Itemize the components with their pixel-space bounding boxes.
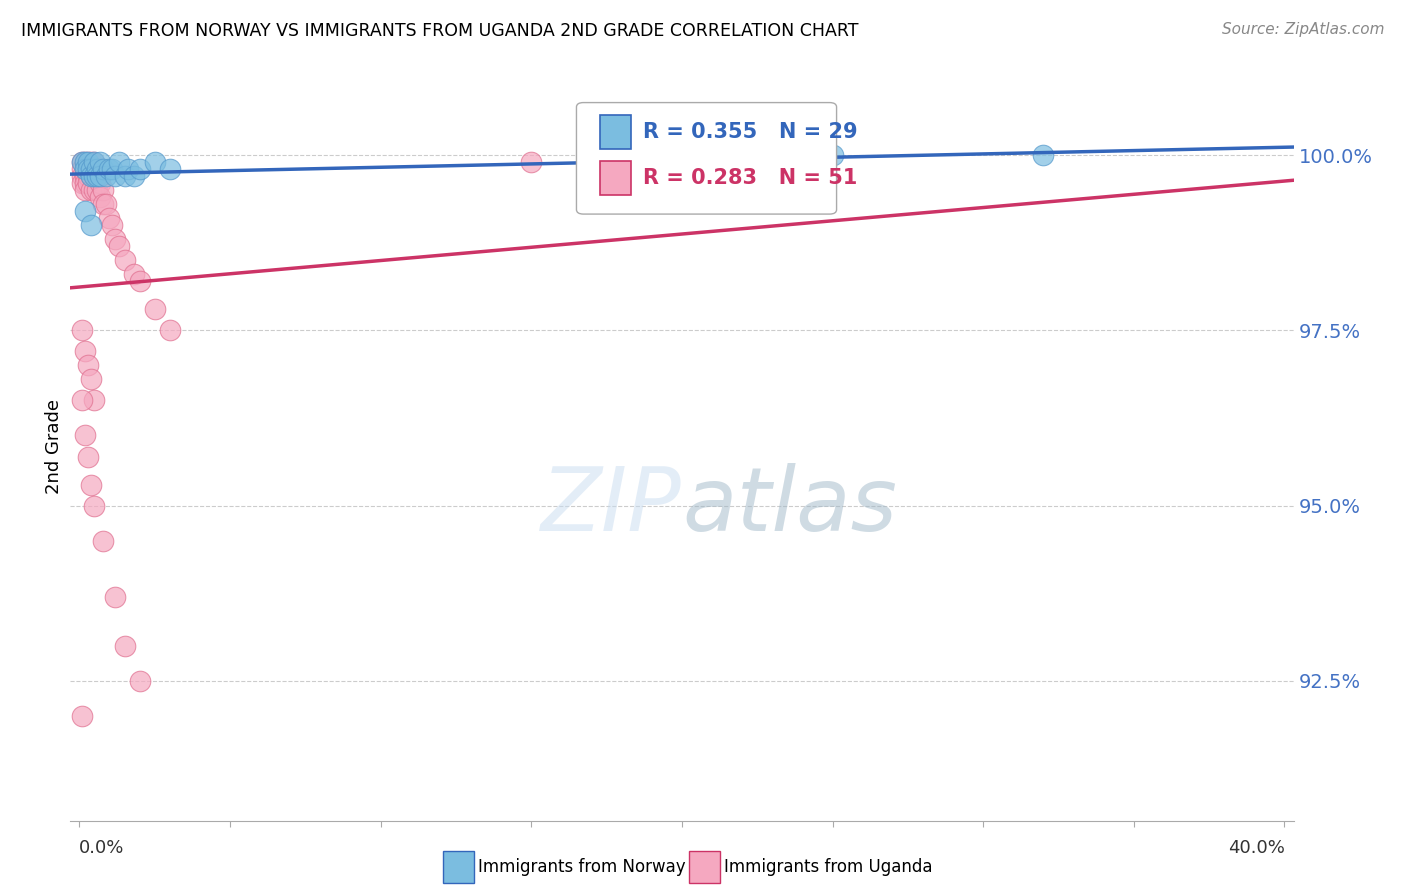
Point xyxy=(83,499,105,513)
Point xyxy=(77,162,100,177)
Text: atlas: atlas xyxy=(682,463,897,549)
Point xyxy=(77,359,100,373)
Point xyxy=(72,155,94,169)
Point xyxy=(159,323,181,337)
Point xyxy=(75,162,97,177)
Point xyxy=(75,162,97,177)
Point xyxy=(86,162,108,177)
Point xyxy=(520,155,543,169)
Point xyxy=(89,169,111,184)
Point xyxy=(93,533,115,548)
Point xyxy=(83,393,105,408)
Point xyxy=(83,169,105,184)
Point xyxy=(72,169,94,184)
Point xyxy=(80,155,103,169)
Point xyxy=(80,169,103,184)
Point xyxy=(72,323,94,337)
Point xyxy=(77,155,100,169)
Point xyxy=(1032,148,1054,162)
Point xyxy=(128,673,150,688)
Point xyxy=(77,169,100,184)
Text: ZIP: ZIP xyxy=(541,463,682,549)
Point xyxy=(83,155,105,169)
Point xyxy=(93,197,115,211)
Point xyxy=(72,708,94,723)
Point xyxy=(128,162,150,177)
Point xyxy=(104,232,127,246)
Point xyxy=(98,162,121,177)
Point xyxy=(80,372,103,386)
Point xyxy=(77,155,100,169)
Point xyxy=(80,219,103,233)
Text: R = 0.355   N = 29: R = 0.355 N = 29 xyxy=(643,122,858,142)
Point xyxy=(75,177,97,191)
Text: Immigrants from Norway: Immigrants from Norway xyxy=(478,858,686,876)
Point xyxy=(96,197,118,211)
Point xyxy=(77,162,100,177)
Point xyxy=(117,162,139,177)
Point xyxy=(86,169,108,184)
Point xyxy=(80,183,103,197)
Point xyxy=(83,183,105,197)
Point xyxy=(77,177,100,191)
Point xyxy=(72,155,94,169)
Point xyxy=(72,393,94,408)
Point xyxy=(107,239,129,253)
Point xyxy=(93,183,115,197)
Point xyxy=(77,450,100,464)
Point xyxy=(122,268,145,282)
Point xyxy=(83,169,105,184)
Point xyxy=(75,183,97,197)
Point xyxy=(114,253,136,268)
Y-axis label: 2nd Grade: 2nd Grade xyxy=(45,399,63,493)
Text: 40.0%: 40.0% xyxy=(1227,839,1285,857)
Point xyxy=(89,190,111,204)
Point xyxy=(75,428,97,442)
Point xyxy=(75,155,97,169)
Point xyxy=(72,177,94,191)
Text: 0.0%: 0.0% xyxy=(79,839,125,857)
Point xyxy=(80,162,103,177)
Point xyxy=(93,162,115,177)
Point xyxy=(128,275,150,289)
Point xyxy=(83,155,105,169)
Point xyxy=(821,148,844,162)
Point xyxy=(80,169,103,184)
Point xyxy=(98,211,121,226)
Point xyxy=(72,162,94,177)
Point xyxy=(104,169,127,184)
Point xyxy=(101,219,124,233)
Point xyxy=(80,477,103,491)
Text: R = 0.283   N = 51: R = 0.283 N = 51 xyxy=(643,169,856,188)
Point xyxy=(86,169,108,184)
Point xyxy=(75,155,97,169)
Point xyxy=(122,169,145,184)
Point xyxy=(89,177,111,191)
Text: IMMIGRANTS FROM NORWAY VS IMMIGRANTS FROM UGANDA 2ND GRADE CORRELATION CHART: IMMIGRANTS FROM NORWAY VS IMMIGRANTS FRO… xyxy=(21,22,859,40)
Point xyxy=(96,169,118,184)
Point xyxy=(75,204,97,219)
Point xyxy=(89,155,111,169)
Point xyxy=(86,183,108,197)
Point xyxy=(143,302,166,317)
Point xyxy=(101,162,124,177)
Point xyxy=(114,169,136,184)
Point xyxy=(143,155,166,169)
Point xyxy=(159,162,181,177)
Text: Immigrants from Uganda: Immigrants from Uganda xyxy=(724,858,932,876)
Text: Source: ZipAtlas.com: Source: ZipAtlas.com xyxy=(1222,22,1385,37)
Point xyxy=(114,639,136,653)
Point xyxy=(107,155,129,169)
Point xyxy=(104,590,127,604)
Point xyxy=(75,169,97,184)
Point xyxy=(75,344,97,359)
